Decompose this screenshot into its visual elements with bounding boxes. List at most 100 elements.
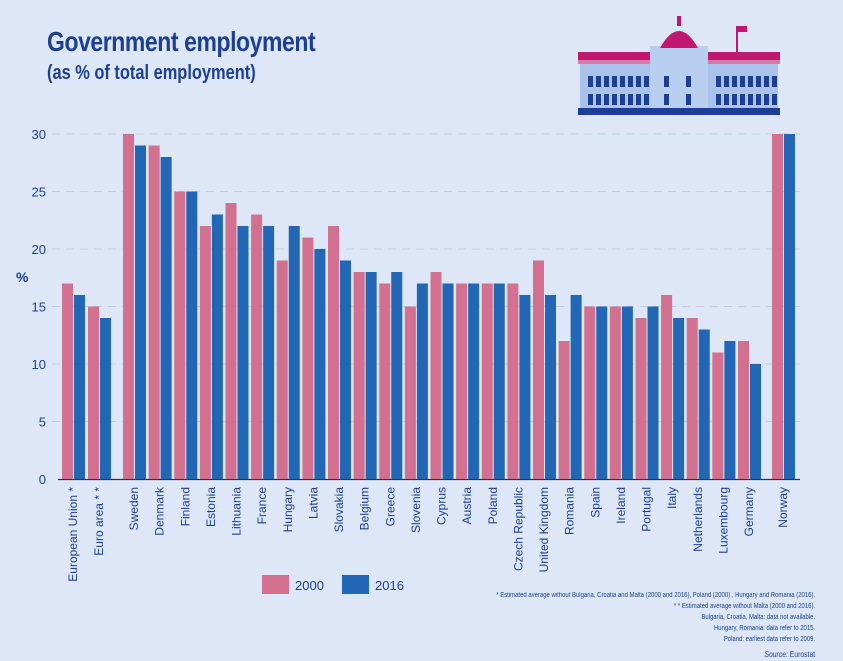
window — [664, 94, 669, 105]
x-tick-label: Germany — [742, 487, 756, 536]
bar-2016-slovenia — [416, 283, 428, 479]
window — [732, 76, 737, 87]
window — [772, 76, 777, 87]
window — [732, 94, 737, 105]
y-axis-label: % — [16, 269, 29, 285]
window — [748, 94, 753, 105]
window — [724, 76, 729, 87]
x-tick-label: Finland — [178, 487, 192, 526]
bar-2000-denmark — [148, 145, 160, 479]
bar-2016-denmark — [160, 157, 172, 479]
bar-2016-european-union- — [74, 295, 85, 479]
bar-2016-latvia — [314, 249, 326, 479]
bar-2016-hungary — [288, 226, 300, 479]
y-tick-label: 5 — [39, 415, 46, 430]
x-tick-label: Hungary — [281, 487, 295, 532]
bar-2000-ireland — [609, 306, 621, 479]
window — [620, 76, 625, 87]
y-tick-label: 25 — [32, 185, 46, 200]
bar-2016-cyprus — [442, 283, 454, 479]
bar-2016-slovakia — [340, 260, 351, 479]
x-tick-label: Romania — [563, 487, 577, 535]
x-tick-label: Poland — [486, 487, 500, 524]
bar-2016-france — [263, 226, 275, 479]
bar-2016-italy — [673, 318, 685, 479]
window — [764, 94, 769, 105]
bar-2000-cyprus — [430, 272, 442, 479]
y-tick-label: 30 — [32, 127, 46, 142]
bar-2016-norway — [784, 134, 795, 479]
window — [740, 94, 745, 105]
x-tick-label: Latvia — [306, 487, 320, 519]
x-tick-label: France — [255, 487, 269, 525]
bar-2000-greece — [379, 283, 391, 479]
bar-2000-sweden — [123, 134, 134, 479]
y-tick-label: 0 — [39, 472, 46, 487]
window — [604, 94, 609, 105]
x-tick-label: Greece — [383, 487, 397, 527]
bar-2016-sweden — [135, 145, 146, 479]
bar-2016-lithuania — [237, 226, 249, 479]
window — [612, 94, 617, 105]
bar-2016-czech-republic — [519, 295, 531, 479]
bar-2000-spain — [584, 306, 596, 479]
x-tick-label: Austria — [460, 487, 474, 525]
bar-2000-belgium — [353, 272, 365, 479]
window — [686, 94, 691, 105]
window — [740, 76, 745, 87]
x-tick-label: Belgium — [358, 487, 372, 530]
x-tick-label: Cyprus — [435, 487, 449, 525]
y-tick-label: 10 — [32, 357, 46, 372]
x-tick-label: Portugal — [640, 487, 654, 532]
bar-2000-norway — [772, 134, 783, 479]
window — [716, 94, 721, 105]
x-tick-label: Sweden — [127, 487, 141, 530]
bar-2000-poland — [481, 283, 493, 479]
window — [644, 94, 649, 105]
bar-2016-ireland — [621, 306, 633, 479]
window — [596, 94, 601, 105]
bar-2000-finland — [174, 191, 186, 479]
bar-2000-netherlands — [686, 318, 698, 479]
bar-2000-romania — [558, 341, 570, 479]
bar-2016-portugal — [647, 306, 659, 479]
window — [612, 76, 617, 87]
bar-2000-portugal — [635, 318, 647, 479]
footnote: Hungary, Romania: data refer to 2015. — [713, 625, 815, 632]
x-tick-label: Czech Republic — [511, 487, 525, 571]
footnote: Bulgaria, Croatia, Malta: data not avail… — [701, 614, 815, 621]
bar-2000-slovakia — [328, 226, 339, 479]
x-tick-label: Italy — [665, 487, 679, 509]
window — [756, 76, 761, 87]
bar-2000-czech-republic — [507, 283, 519, 479]
bar-2016-netherlands — [698, 329, 710, 479]
window — [716, 76, 721, 87]
bar-2000-hungary — [276, 260, 288, 479]
x-tick-label: Estonia — [204, 487, 218, 527]
source: Source: Eurostat — [764, 650, 815, 659]
footnotes: * Estimated average without Bulgaria, Cr… — [496, 590, 815, 660]
window — [756, 94, 761, 105]
bar-2016-romania — [570, 295, 582, 479]
bar-2016-germany — [750, 364, 761, 479]
window — [596, 76, 601, 87]
window — [772, 94, 777, 105]
window — [636, 76, 641, 87]
x-tick-label: Spain — [588, 487, 602, 518]
x-tick-label: Ireland — [614, 487, 628, 524]
x-tick-label: Lithuania — [230, 487, 244, 536]
window — [664, 76, 669, 87]
bar-2000-lithuania — [225, 203, 237, 479]
chart-subtitle: (as % of total employment) — [47, 62, 256, 84]
x-tick-label: Norway — [776, 487, 790, 528]
window — [764, 76, 769, 87]
bar-2016-euro-area- — [100, 318, 111, 479]
bar-2016-luxembourg — [724, 341, 736, 479]
legend-swatch — [262, 575, 289, 594]
legend-swatch — [342, 575, 369, 594]
x-tick-label: Luxembourg — [716, 487, 730, 554]
bar-2000-estonia — [199, 226, 211, 479]
bar-2016-belgium — [365, 272, 377, 479]
